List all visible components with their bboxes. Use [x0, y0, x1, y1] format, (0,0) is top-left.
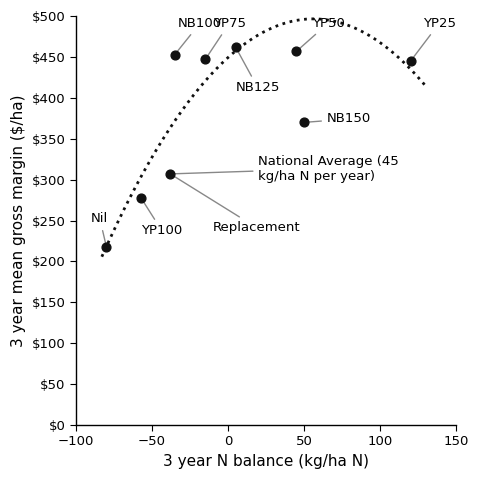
Text: YP50: YP50 [299, 17, 345, 49]
Text: YP100: YP100 [142, 201, 182, 238]
Text: Nil: Nil [91, 212, 108, 244]
Text: NB125: NB125 [236, 49, 280, 95]
Point [138, 194, 145, 202]
Text: YP75: YP75 [207, 17, 246, 57]
Y-axis label: 3 year mean gross margin ($/ha): 3 year mean gross margin ($/ha) [11, 94, 26, 347]
Point [167, 170, 174, 178]
Text: Replacement: Replacement [173, 175, 300, 234]
Point [171, 51, 179, 59]
Point [202, 56, 209, 63]
Point [293, 48, 300, 55]
X-axis label: 3 year N balance (kg/ha N): 3 year N balance (kg/ha N) [163, 454, 369, 469]
Text: National Average (45
kg/ha N per year): National Average (45 kg/ha N per year) [173, 155, 399, 182]
Text: NB100: NB100 [177, 17, 222, 52]
Point [232, 43, 240, 51]
Point [407, 57, 414, 65]
Text: YP25: YP25 [412, 17, 456, 59]
Text: NB150: NB150 [307, 112, 371, 125]
Point [300, 119, 308, 126]
Point [103, 243, 110, 251]
